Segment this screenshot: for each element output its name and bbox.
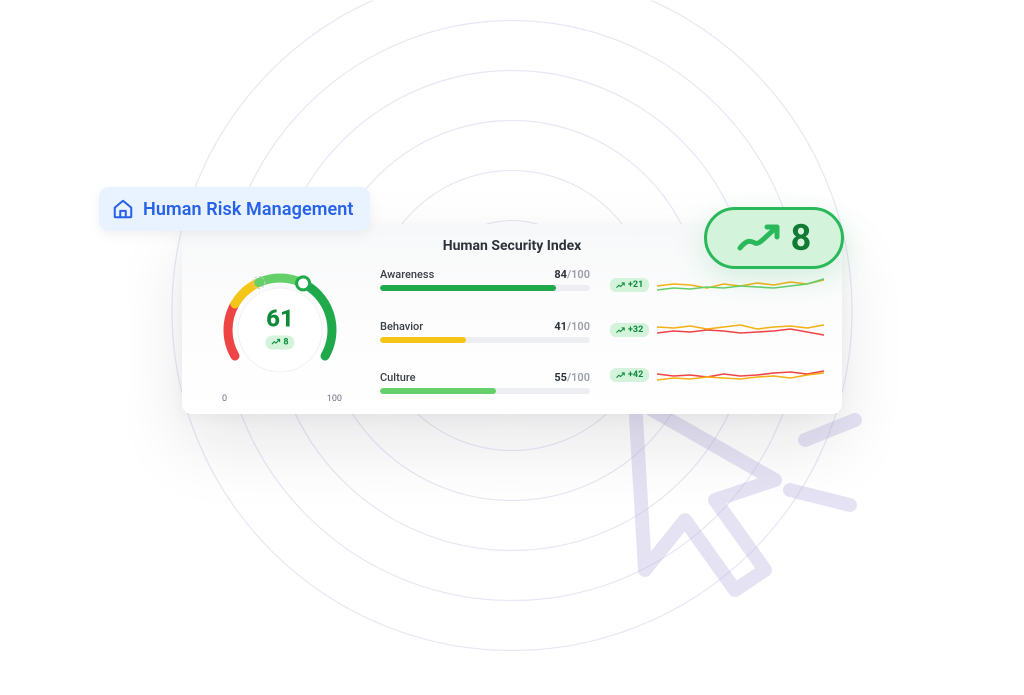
metric-value: 41/100 <box>554 320 590 333</box>
spark-row-behavior: +32 <box>610 311 824 349</box>
metric-label: Behavior <box>380 320 423 333</box>
metric-value: 84/100 <box>554 268 590 281</box>
metric-label: Culture <box>380 371 416 384</box>
sparkline <box>657 270 824 300</box>
spark-delta-badge: +32 <box>610 323 649 337</box>
sparklines-column: +21 +32 +42 <box>610 262 824 394</box>
overall-delta-badge: 8 <box>704 207 844 269</box>
metric-bar-track <box>380 285 590 291</box>
gauge-min-label: 0 <box>222 394 227 404</box>
metric-awareness: Awareness 84/100 <box>380 268 590 291</box>
spark-delta-badge: +21 <box>610 278 649 292</box>
spark-delta-value: +32 <box>628 325 643 335</box>
sparkline <box>657 360 824 390</box>
spark-delta-value: +42 <box>628 370 643 380</box>
overall-delta-value: 8 <box>791 217 812 259</box>
gauge-delta-value: 8 <box>283 337 288 347</box>
metric-behavior: Behavior 41/100 <box>380 320 590 343</box>
metric-value: 55/100 <box>554 371 590 384</box>
metrics-column: Awareness 84/100 Behavior 41/100 Culture… <box>380 262 590 394</box>
metric-bar-fill <box>380 285 556 291</box>
metric-bar-track <box>380 388 590 394</box>
spark-delta-badge: +42 <box>610 368 649 382</box>
metric-culture: Culture 55/100 <box>380 371 590 394</box>
nav-chip-human-risk[interactable]: Human Risk Management <box>99 187 370 231</box>
metric-label: Awareness <box>380 268 434 281</box>
home-icon <box>111 197 135 221</box>
metric-bar-fill <box>380 337 466 343</box>
gauge-center: 61 8 <box>265 307 294 350</box>
gauge-delta-badge: 8 <box>265 335 294 349</box>
metric-bar-fill <box>380 388 496 394</box>
nav-chip-label: Human Risk Management <box>143 199 354 220</box>
gauge: 61 8 0 100 <box>200 262 360 412</box>
card-body: 61 8 0 100 Awareness 84/100 Behavior 41/… <box>200 262 824 412</box>
spark-delta-value: +21 <box>628 280 643 290</box>
spark-row-culture: +42 <box>610 356 824 394</box>
gauge-score: 61 <box>265 307 294 331</box>
sparkline <box>657 315 824 345</box>
spark-row-awareness: +21 <box>610 266 824 304</box>
trending-up-icon <box>737 221 781 255</box>
gauge-max-label: 100 <box>327 394 342 404</box>
metric-bar-track <box>380 337 590 343</box>
